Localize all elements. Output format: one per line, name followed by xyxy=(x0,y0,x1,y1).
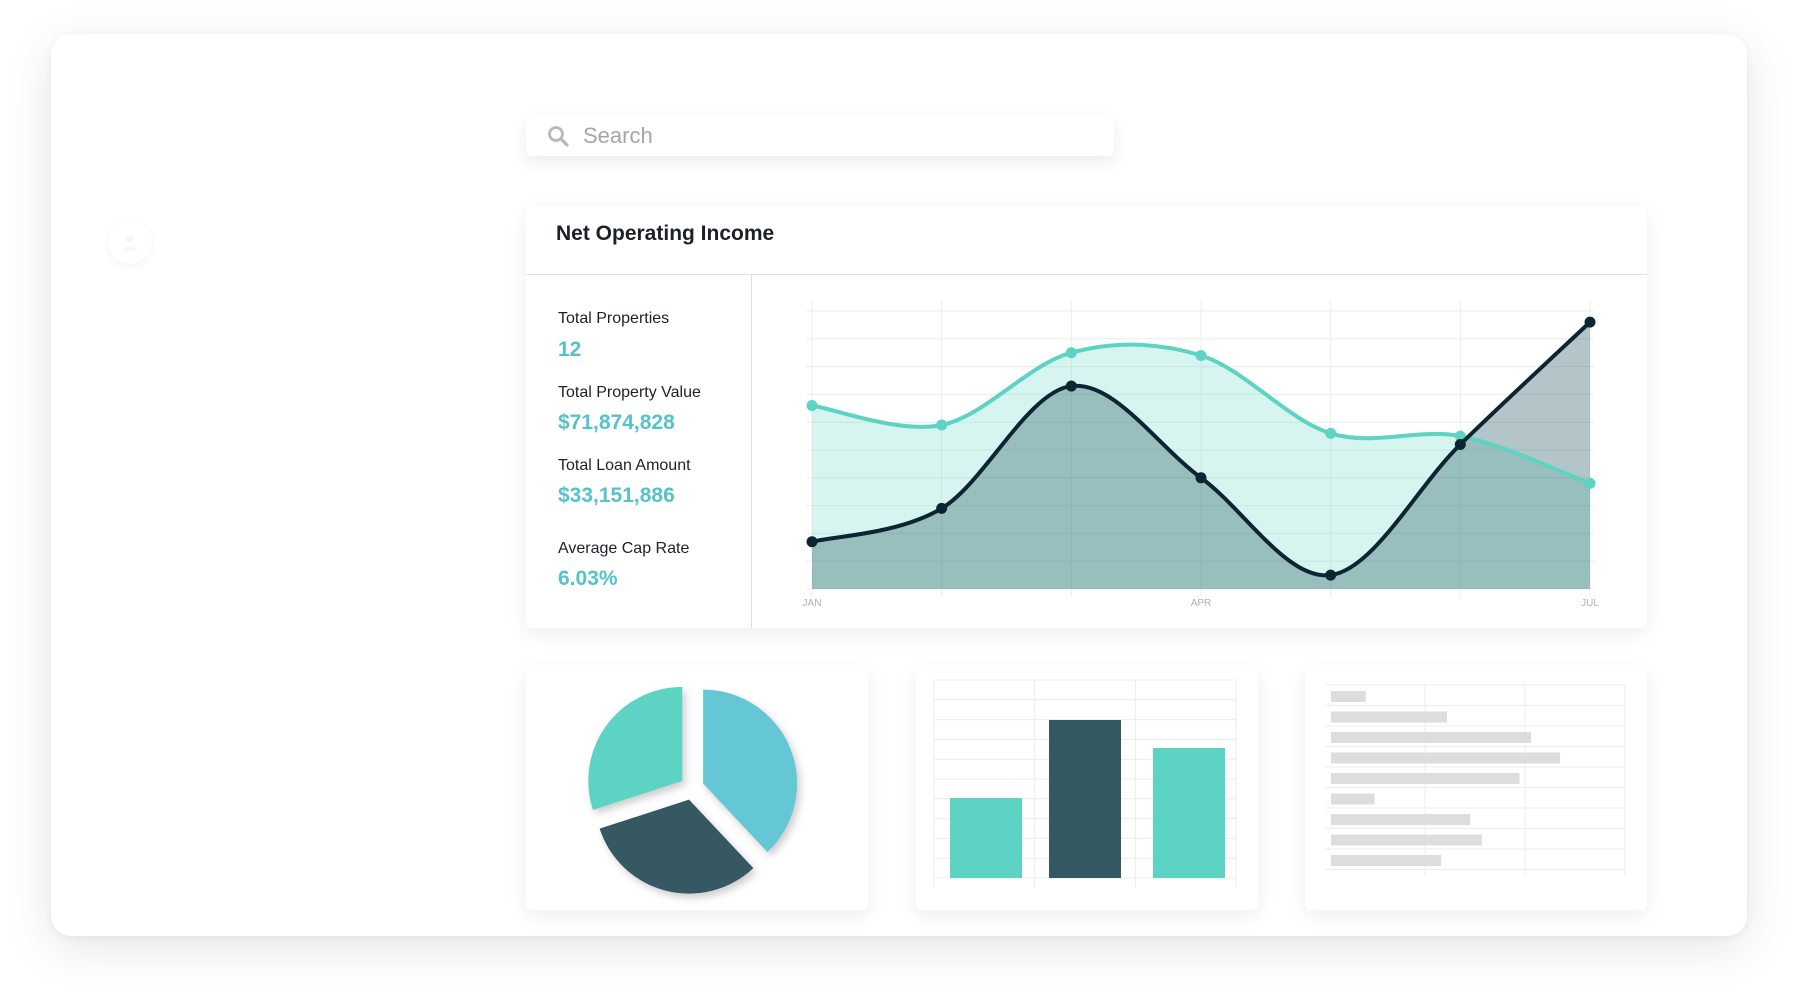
divider xyxy=(526,274,1647,275)
noi-area-chart: JAN APR JUL xyxy=(803,301,1599,609)
search-input[interactable] xyxy=(583,123,1063,149)
stat-label-average-cap-rate: Average Cap Rate xyxy=(558,540,690,557)
data-point xyxy=(1584,477,1596,489)
table-row-bar xyxy=(1331,814,1471,825)
divider xyxy=(751,275,752,628)
pie-chart xyxy=(588,686,798,894)
noi-card: Net Operating Income Total Properties 12… xyxy=(526,206,1647,628)
data-point xyxy=(806,400,818,412)
search-bar[interactable] xyxy=(526,116,1114,156)
stat-label-total-property-value: Total Property Value xyxy=(558,384,701,401)
data-point xyxy=(1195,472,1207,484)
pie-slice xyxy=(599,799,754,894)
stat-value-total-properties: 12 xyxy=(558,338,582,361)
noi-title: Net Operating Income xyxy=(556,222,775,245)
chart-grid xyxy=(806,301,1594,597)
bar-chart xyxy=(933,679,1237,888)
pie-slice xyxy=(588,686,683,810)
stat-value-average-cap-rate: 6.03% xyxy=(558,567,618,590)
x-tick-label: APR xyxy=(1191,598,1212,609)
x-tick-label: JAN xyxy=(803,598,822,609)
pie-slice xyxy=(703,689,798,853)
avatar[interactable] xyxy=(108,220,152,264)
data-point xyxy=(936,502,948,514)
x-tick-label: JUL xyxy=(1581,598,1599,609)
data-point xyxy=(1065,380,1077,392)
data-point xyxy=(1454,438,1466,450)
data-point xyxy=(936,419,948,431)
table-row-bar xyxy=(1331,793,1375,805)
series-area xyxy=(812,322,1590,589)
table-chart xyxy=(1325,684,1626,876)
user-icon xyxy=(122,235,138,251)
table-row-bar xyxy=(1331,773,1520,784)
stat-label-total-loan-amount: Total Loan Amount xyxy=(558,457,691,474)
bar xyxy=(950,798,1022,878)
data-point xyxy=(1325,427,1337,439)
table-row-bar xyxy=(1331,855,1442,866)
data-point xyxy=(806,536,818,548)
data-point xyxy=(1195,349,1207,361)
table-row-bar xyxy=(1331,691,1366,702)
table-row-bar xyxy=(1331,834,1482,846)
data-point xyxy=(1065,347,1077,359)
data-point xyxy=(1584,316,1596,328)
table-card xyxy=(1305,665,1647,910)
bar xyxy=(1049,720,1121,878)
table-row-bar xyxy=(1331,732,1532,743)
bar xyxy=(1153,748,1225,878)
data-point xyxy=(1325,569,1337,581)
data-point xyxy=(1454,430,1466,442)
stat-label-total-properties: Total Properties xyxy=(558,310,670,327)
pie-chart-card xyxy=(526,665,868,910)
search-icon xyxy=(548,126,569,147)
series-area xyxy=(812,344,1590,589)
table-row-bar xyxy=(1331,752,1561,764)
stat-value-total-property-value: $71,874,828 xyxy=(558,411,675,434)
table-row-bar xyxy=(1331,711,1447,723)
stat-value-total-loan-amount: $33,151,886 xyxy=(558,484,675,507)
bar-chart-card xyxy=(916,665,1258,910)
